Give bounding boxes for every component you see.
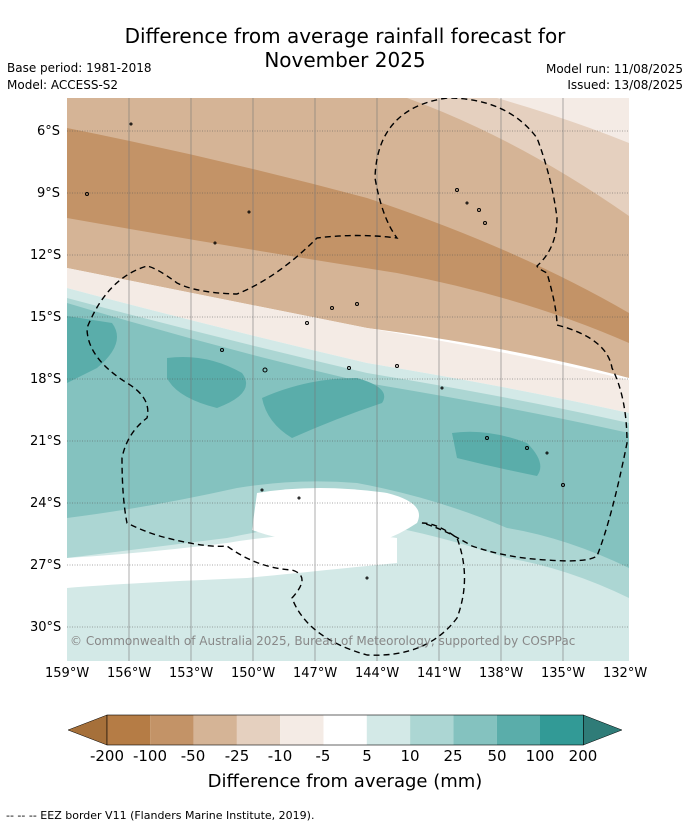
- colorbar-bin-2: [150, 715, 194, 745]
- map-credit: © Commonwealth of Australia 2025, Bureau…: [70, 634, 576, 648]
- issued-date: Issued: 13/08/2025: [567, 78, 683, 92]
- lon-label-144W: 144°W: [355, 666, 400, 681]
- cb-label-200: 200: [568, 747, 598, 765]
- cb-label-m25: -25: [224, 747, 250, 765]
- cb-label-25: 25: [443, 747, 463, 765]
- model-run: Model run: 11/08/2025: [545, 62, 683, 76]
- cb-label-m100: -100: [132, 747, 168, 765]
- colorbar-title: Difference from average (mm): [207, 771, 483, 792]
- lon-label-153W: 153°W: [169, 666, 214, 681]
- colorbar-bin-11: [540, 715, 584, 745]
- colorbar-bin-9: [453, 715, 497, 745]
- colorbar-bin-6: [323, 715, 367, 745]
- cb-label-m50: -50: [180, 747, 206, 765]
- graticule: [67, 130, 629, 628]
- base-period: Base period: 1981-2018: [7, 61, 152, 75]
- cb-label-m10: -10: [267, 747, 293, 765]
- model-name: Model: ACCESS-S2: [7, 78, 119, 92]
- colorbar-bin-8: [410, 715, 454, 745]
- lat-label-30S: 30°S: [30, 620, 62, 635]
- meridians: [128, 98, 564, 661]
- colorbar-bin-5: [280, 715, 324, 745]
- cb-label-m200: -200: [89, 747, 125, 765]
- band-wet-100-east: [452, 431, 541, 476]
- lon-label-141W: 141°W: [417, 666, 462, 681]
- eez-border: [86, 98, 628, 656]
- colorbar-bin-1: [107, 715, 151, 745]
- colorbar-bin-3: [193, 715, 237, 745]
- eez-footnote: -- -- -- EEZ border V11 (Flanders Marine…: [6, 809, 315, 822]
- cb-label-5: 5: [362, 747, 372, 765]
- lat-label-15S: 15°S: [30, 310, 62, 325]
- colorbar-bin-10: [496, 715, 540, 745]
- lon-label-132W: 132°W: [603, 666, 648, 681]
- lon-label-147W: 147°W: [293, 666, 338, 681]
- lon-label-159W: 159°W: [45, 666, 90, 681]
- colorbar-extend-high: [583, 714, 622, 746]
- cb-label-m5: -5: [315, 747, 331, 765]
- colorbar-bin-4: [236, 715, 281, 745]
- islands: [85, 122, 565, 580]
- map-title-line1: Difference from average rainfall forecas…: [124, 24, 566, 48]
- cb-label-100: 100: [525, 747, 555, 765]
- colorbar-bin-7: [366, 715, 411, 745]
- rainfall-map: [67, 98, 629, 661]
- lat-label-12S: 12°S: [30, 248, 62, 263]
- map-title-line2: November 2025: [264, 48, 426, 72]
- band-wet-100-center2: [262, 378, 385, 438]
- lon-label-156W: 156°W: [107, 666, 152, 681]
- lon-label-150W: 150°W: [231, 666, 276, 681]
- lat-label-18S: 18°S: [30, 372, 62, 387]
- colorbar: [68, 714, 622, 746]
- lat-label-9S: 9°S: [37, 186, 61, 201]
- lat-label-24S: 24°S: [30, 496, 62, 511]
- cb-label-50: 50: [487, 747, 507, 765]
- band-wet-100-west: [67, 316, 117, 383]
- colorbar-extend-low: [68, 714, 108, 746]
- lon-label-138W: 138°W: [479, 666, 524, 681]
- lat-label-27S: 27°S: [30, 558, 62, 573]
- band-wet-100-center: [167, 357, 247, 408]
- lat-label-6S: 6°S: [37, 124, 61, 139]
- lon-label-135W: 135°W: [541, 666, 586, 681]
- colorbar-frame: [106, 714, 584, 746]
- lat-label-21S: 21°S: [30, 434, 62, 449]
- band-neutral: [67, 268, 629, 413]
- cb-label-10: 10: [400, 747, 420, 765]
- band-neutral-southwest: [67, 534, 397, 588]
